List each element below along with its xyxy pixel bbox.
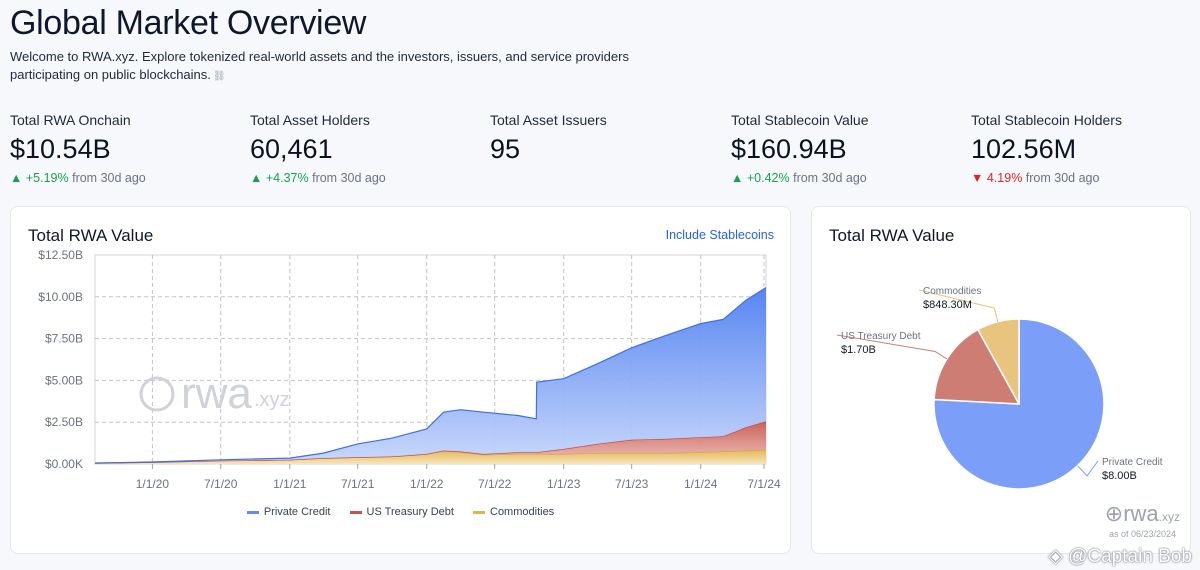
up-arrow-icon: ▲ [250,171,263,185]
area-us-treasury [95,421,766,464]
area-chart-card: Total RWA Value Include Stablecoins $0.0… [10,206,791,554]
stat-change: ▲ +4.37% from 30d ago [250,171,386,185]
up-arrow-icon: ▲ [731,171,744,185]
stat-total-asset-issuers: Total Asset Issuers 95 [490,112,720,165]
down-arrow-icon: ▼ [971,171,984,185]
stat-change: ▲ +5.19% from 30d ago [10,171,146,185]
up-arrow-icon: ▲ [10,171,23,185]
pie-label-us-treasury: US Treasury Debt [841,331,921,342]
x-tick-label: 1/1/21 [273,477,307,491]
y-tick-label: $0.00K [45,457,83,471]
pie-leader-line [1077,460,1099,477]
rwa-logo-watermark: ⊕rwa.xyz [1104,501,1180,526]
legend-item-private-credit[interactable]: Private Credit [246,506,330,518]
pie-label-commodities-value: $848.30M [923,299,972,311]
x-tick-label: 7/1/21 [341,477,375,491]
x-tick-label: 1/1/20 [136,477,170,491]
card-title: Total RWA Value [28,226,154,245]
chart-legend: Private Credit US Treasury Debt Commodit… [11,506,790,518]
stat-value: 60,461 [250,134,333,164]
page-title: Global Market Overview [10,4,367,42]
y-tick-label: $2.50B [45,415,83,429]
globe-icon [139,376,175,412]
stat-label: Total Stablecoin Holders [971,112,1122,128]
x-tick-label: 7/1/22 [478,477,512,491]
stat-label: Total Asset Issuers [490,112,607,128]
pie-label-us-treasury-value: $1.70B [841,344,876,356]
stat-value: 95 [490,134,521,164]
globe-icon: ⊕ [1104,501,1124,526]
stat-label: Total Asset Holders [250,112,370,128]
chart-watermark: rwa [181,369,252,418]
x-tick-label: 1/1/24 [684,477,718,491]
x-tick-label: 7/1/23 [615,477,649,491]
stat-total-asset-holders: Total Asset Holders 60,461 ▲ +4.37% from… [250,112,480,185]
credit-watermark: ◈ @Captain Bob [1048,546,1192,567]
pie-label-private-credit-value: $8.00B [1102,470,1137,482]
area-private-credit [95,287,766,464]
pie-leader-line [918,289,999,322]
chain-icon: ⛓ [212,71,226,82]
pie-leader-line [836,334,948,360]
intro-text: Welcome to RWA.xyz. Explore tokenized re… [10,49,629,82]
x-tick-label: 7/1/24 [747,477,781,491]
pie-chart: Private Credit $8.00B US Treasury Debt $1.7… [836,286,1163,490]
area-chart: $0.00K $2.50B $5.00B $7.50B $10.00B $12.50B 1/… [38,248,781,491]
x-tick-label: 1/1/22 [410,477,444,491]
y-tick-label: $10.00B [38,290,83,304]
stat-total-stablecoin-value: Total Stablecoin Value $160.94B ▲ +0.42%… [731,112,961,185]
card-title: Total RWA Value [829,226,955,245]
chart-watermark-domain: .xyz [254,389,290,411]
include-stablecoins-link[interactable]: Include Stablecoins [665,228,774,242]
y-tick-label: $12.50B [38,248,83,262]
stat-value: 102.56M [971,134,1077,164]
y-tick-label: $5.00B [45,373,83,387]
stat-total-rwa-onchain: Total RWA Onchain $10.54B ▲ +5.19% from … [10,112,240,185]
pie-label-private-credit: Private Credit [1102,457,1163,468]
stat-label: Total Stablecoin Value [731,112,869,128]
pie-slice-us-treasury [933,328,1021,405]
diamond-logo-icon: ◈ [1048,546,1063,567]
pie-chart-card: Total RWA Value Private Credit $8.00B US T… [811,206,1191,554]
stat-total-stablecoin-holders: Total Stablecoin Holders 102.56M ▼ 4.19%… [971,112,1200,185]
stat-change: ▲ +0.42% from 30d ago [731,171,867,185]
pie-label-commodities: Commodities [923,286,981,297]
y-tick-label: $7.50B [45,332,83,346]
legend-item-commodities[interactable]: Commodities [473,506,554,518]
legend-item-us-treasury[interactable]: US Treasury Debt [349,506,454,518]
x-tick-label: 1/1/23 [547,477,581,491]
stat-value: $160.94B [731,134,847,164]
as-of-date: as of 06/23/2024 [1108,529,1176,539]
stat-label: Total RWA Onchain [10,112,131,128]
area-private-credit-line [94,287,767,464]
x-tick-label: 7/1/20 [204,477,238,491]
stat-change: ▼ 4.19% from 30d ago [971,171,1100,185]
stat-value: $10.54B [10,134,111,164]
